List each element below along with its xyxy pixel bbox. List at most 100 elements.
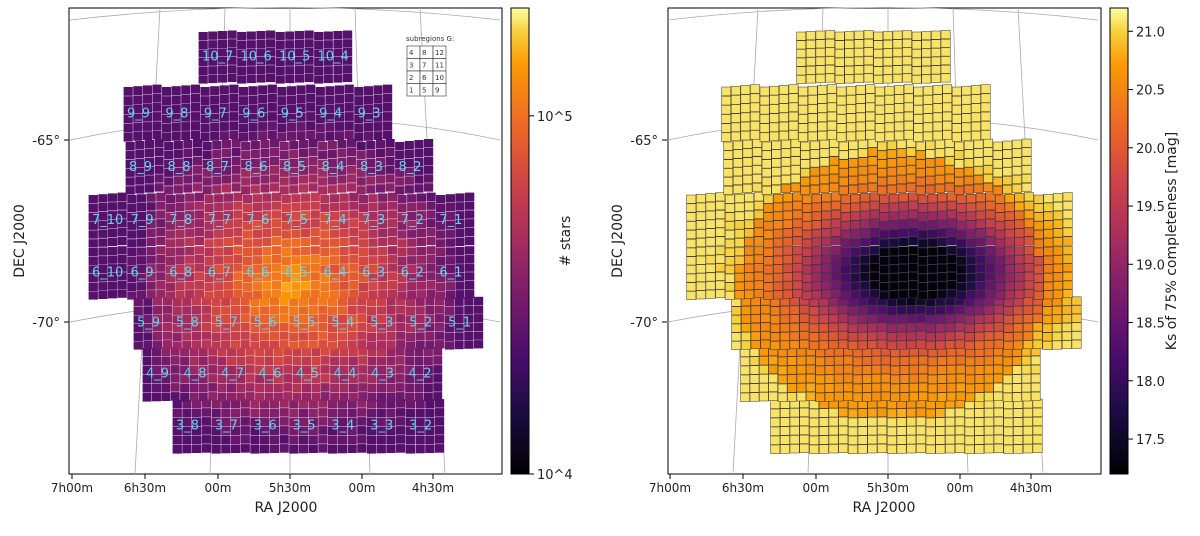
tile-cell	[858, 139, 868, 149]
tile-cell	[1053, 210, 1063, 220]
tile-cell	[903, 84, 914, 94]
tile-cell	[223, 281, 233, 290]
tile-cell	[465, 246, 475, 255]
tile-cell	[724, 203, 735, 213]
tile-cell	[696, 202, 706, 212]
tile-cell	[906, 322, 917, 332]
tile-cell	[387, 246, 398, 255]
tile-cell	[454, 297, 464, 306]
tile-cell	[358, 365, 368, 374]
tile-cell	[730, 113, 741, 123]
tile-cell	[173, 141, 183, 150]
tile-cell	[142, 393, 152, 402]
tile-cell	[889, 211, 899, 221]
tile-cell	[252, 229, 262, 238]
tile-cell	[809, 315, 819, 324]
tile-cell	[221, 314, 231, 324]
tile-cell	[407, 194, 417, 203]
tile-cell	[292, 393, 302, 402]
tile-cell	[161, 356, 171, 365]
right-colorbar-label: Ks of 75% completeness [mag]	[1164, 132, 1180, 350]
tile-cell	[127, 239, 137, 248]
tile-cell	[863, 64, 874, 74]
tile-cell	[815, 48, 826, 57]
tile-cell	[1043, 247, 1054, 256]
tile-cell	[790, 156, 801, 166]
tile-cell	[397, 291, 407, 300]
tile-cell	[886, 444, 897, 454]
tile-cell	[405, 324, 416, 333]
tile-cell	[366, 149, 376, 159]
tile-cell	[811, 229, 822, 239]
tile-cell	[980, 93, 991, 103]
inset-cell-label: 4	[409, 49, 414, 57]
tile-cell	[946, 210, 957, 219]
tile-cell	[854, 74, 864, 83]
tile-cell	[320, 291, 330, 300]
tile-cell	[377, 347, 386, 357]
tile-cell	[339, 211, 349, 220]
tile-cell	[763, 273, 774, 283]
tile-cell	[444, 315, 454, 324]
tile-cell	[175, 194, 185, 203]
tile-cell	[358, 347, 368, 356]
tile-cell	[243, 256, 253, 265]
tile-cell	[219, 112, 229, 122]
tile-cell	[133, 324, 143, 333]
tile-cell	[927, 383, 938, 393]
tile-cell	[455, 219, 465, 229]
tile-cell	[204, 274, 214, 283]
tile-cell	[760, 305, 771, 315]
tile-cell	[277, 105, 287, 115]
tile-cell	[416, 264, 426, 273]
tile-cell	[395, 374, 405, 383]
tile-cell	[279, 340, 289, 349]
tile-cell	[208, 383, 218, 392]
tile-cell	[262, 264, 272, 273]
tile-cell	[932, 85, 943, 95]
tile-cell	[125, 142, 135, 151]
tile-cell	[1004, 255, 1015, 265]
tile-cell	[946, 365, 957, 375]
tile-cell	[840, 282, 851, 292]
tile-cell	[886, 341, 897, 350]
tile-cell	[915, 150, 926, 160]
tile-cell	[285, 74, 295, 84]
tile-cell	[807, 95, 818, 105]
tile-cell	[252, 273, 262, 282]
tile-cell	[925, 417, 936, 427]
tile-cell	[956, 282, 967, 292]
tile-cell	[98, 273, 108, 282]
tile-cell	[1043, 273, 1054, 282]
tile-cell	[984, 331, 994, 341]
tile-cell	[848, 167, 859, 177]
tile-cell	[779, 332, 790, 341]
tile-cell	[731, 315, 742, 324]
tile-cell	[750, 130, 760, 140]
tile-cell	[260, 175, 270, 184]
tile-cell	[1013, 417, 1024, 427]
tile-cell	[696, 273, 706, 282]
tile-cell	[1022, 408, 1033, 418]
tile-cell	[424, 139, 434, 148]
tile-cell	[973, 157, 984, 167]
tile-cell	[869, 210, 880, 219]
tile-cell	[133, 298, 143, 307]
tile-cell	[214, 264, 224, 273]
tile-cell	[156, 246, 166, 255]
tile-cell	[198, 75, 208, 84]
tile-cell	[348, 365, 358, 374]
tile-cell	[252, 282, 262, 291]
tile-cell	[171, 95, 181, 105]
tile-cell	[724, 282, 735, 292]
tile-cell	[834, 66, 845, 76]
tile-cell	[344, 121, 354, 131]
tile-cell	[366, 306, 377, 315]
tile-cell	[824, 383, 835, 393]
tile-cell	[136, 264, 147, 273]
tile-cell	[984, 383, 994, 393]
tile-cell	[937, 193, 948, 203]
tile-cell	[824, 374, 835, 384]
tile-cell	[333, 31, 343, 40]
tile-cell	[995, 265, 1005, 274]
